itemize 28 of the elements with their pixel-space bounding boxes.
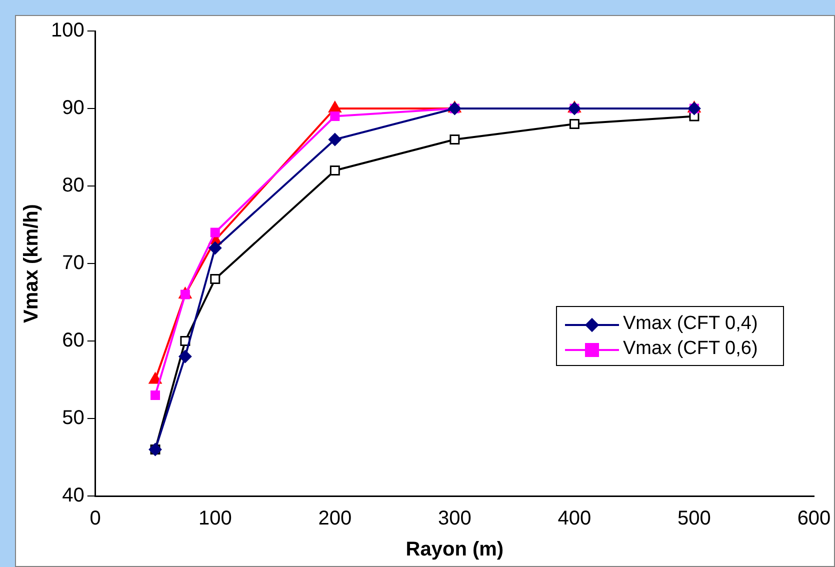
- y-tick-label: 80: [62, 174, 84, 197]
- point: [569, 119, 580, 129]
- point: [328, 133, 342, 146]
- y-tick-label: 60: [62, 330, 84, 352]
- y-tick-label: 40: [62, 484, 84, 507]
- x-tick-label: 200: [318, 508, 352, 530]
- x-tick-label: 300: [438, 508, 472, 530]
- x-tick-label: 0: [90, 508, 101, 530]
- x-tick-label: 600: [797, 508, 831, 530]
- x-tick-label: 500: [678, 508, 711, 530]
- point: [330, 112, 340, 121]
- x-tick-label: 400: [558, 508, 592, 530]
- point: [330, 166, 340, 176]
- y-tick-label: 50: [62, 407, 84, 430]
- point: [178, 350, 192, 363]
- point: [150, 390, 160, 400]
- y-axis-title: Vmax (km/h): [20, 204, 43, 323]
- x-tick-label: 100: [198, 508, 232, 530]
- y-tick-label: 100: [50, 20, 84, 42]
- y-tick-label: 70: [62, 252, 84, 274]
- point: [210, 274, 220, 284]
- point: [210, 228, 220, 238]
- legend-label: Vmax (CFT 0,4): [623, 312, 758, 336]
- point: [208, 242, 222, 254]
- y-tick-label: 90: [62, 97, 84, 120]
- point: [450, 134, 460, 144]
- legend-label: Vmax (CFT 0,6): [623, 337, 758, 361]
- x-axis-title: Rayon (m): [406, 538, 504, 561]
